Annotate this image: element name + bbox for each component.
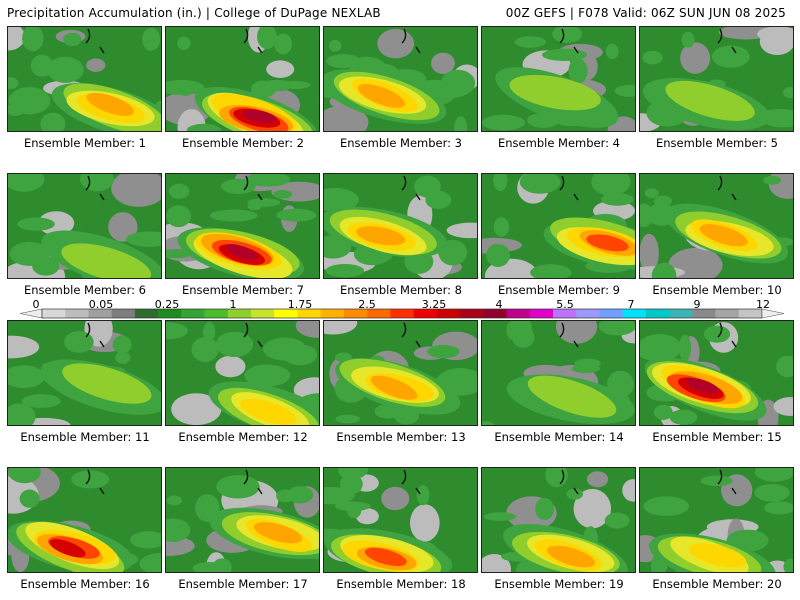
colorbar-tick-label: 9 (693, 298, 701, 311)
member-label: Ensemble Member: 12 (178, 430, 308, 444)
member-label: Ensemble Member: 7 (182, 283, 304, 297)
colorbar-segment (88, 309, 112, 318)
colorbar-tick-label: 4 (495, 298, 503, 311)
member-label: Ensemble Member: 15 (652, 430, 782, 444)
map-panel-4 (481, 26, 636, 132)
colorbar-segment (181, 309, 205, 318)
member-label: Ensemble Member: 20 (652, 577, 782, 591)
colorbar-segment (669, 309, 693, 318)
colorbar-segment (274, 309, 298, 318)
colorbar-segment (483, 309, 507, 318)
colorbar-segment (529, 309, 554, 318)
colorbar-segment (715, 309, 740, 318)
colorbar-segment (460, 309, 484, 318)
colorbar-segment (42, 309, 66, 318)
colorbar-segment (158, 309, 182, 318)
run-valid-time: 00Z GEFS | F078 Valid: 06Z SUN JUN 08 20… (505, 6, 786, 20)
member-label: Ensemble Member: 11 (20, 430, 150, 444)
member-label: Ensemble Member: 5 (656, 136, 778, 150)
colorbar-segment (599, 309, 623, 318)
colorbar-segment (297, 309, 322, 318)
colorbar-segment (506, 309, 531, 318)
colorbar-segment (622, 309, 647, 318)
colorbar-segment (204, 309, 229, 318)
colorbar-segment (436, 309, 461, 318)
colorbar-tick-label: 1.75 (287, 298, 313, 311)
member-label: Ensemble Member: 3 (340, 136, 462, 150)
colorbar-segment (552, 309, 577, 318)
colorbar-segment (343, 309, 368, 318)
colorbar-segment (367, 309, 391, 318)
map-panel-16 (7, 467, 162, 573)
member-label: Ensemble Member: 16 (20, 577, 150, 591)
map-panel-17 (165, 467, 320, 573)
map-panel-15 (639, 320, 794, 426)
colorbar-segment (65, 309, 89, 318)
map-panel-20 (639, 467, 794, 573)
map-panel-9 (481, 173, 636, 279)
map-panel-11 (7, 320, 162, 426)
colorbar-segment (227, 309, 252, 318)
colorbar-segment (413, 309, 438, 318)
colorbar-right-arrow (761, 308, 785, 319)
colorbar-tick-label: 0.25 (154, 298, 180, 311)
map-panel-8 (323, 173, 478, 279)
map-panel-10 (639, 173, 794, 279)
colorbar-tick-label: 5.5 (556, 298, 574, 311)
map-panel-13 (323, 320, 478, 426)
member-label: Ensemble Member: 6 (24, 283, 146, 297)
map-panel-19 (481, 467, 636, 573)
map-panel-7 (165, 173, 320, 279)
colorbar-tick-label: 0 (32, 298, 40, 311)
chart-title: Precipitation Accumulation (in.) | Colle… (7, 6, 381, 20)
colorbar-segment (320, 309, 345, 318)
map-panel-14 (481, 320, 636, 426)
colorbar-segment (738, 309, 763, 318)
map-panel-5 (639, 26, 794, 132)
member-label: Ensemble Member: 19 (494, 577, 624, 591)
member-label: Ensemble Member: 13 (336, 430, 466, 444)
member-label: Ensemble Member: 8 (340, 283, 462, 297)
colorbar-segment (251, 309, 275, 318)
map-panel-12 (165, 320, 320, 426)
colorbar-tick-label: 1 (229, 298, 237, 311)
map-panel-18 (323, 467, 478, 573)
member-label: Ensemble Member: 4 (498, 136, 620, 150)
member-label: Ensemble Member: 10 (652, 283, 782, 297)
map-panel-1 (7, 26, 162, 132)
colorbar-tick-label: 0.05 (88, 298, 114, 311)
colorbar-segment (134, 309, 159, 318)
colorbar-tick-label: 7 (627, 298, 635, 311)
colorbar-segment (111, 309, 136, 318)
member-label: Ensemble Member: 14 (494, 430, 624, 444)
colorbar-segment (576, 309, 600, 318)
colorbar-tick-label: 12 (756, 298, 770, 311)
member-label: Ensemble Member: 17 (178, 577, 308, 591)
member-label: Ensemble Member: 18 (336, 577, 466, 591)
colorbar-segment (645, 309, 670, 318)
member-label: Ensemble Member: 2 (182, 136, 304, 150)
map-panel-6 (7, 173, 162, 279)
member-label: Ensemble Member: 1 (24, 136, 146, 150)
colorbar-tick-label: 3.25 (421, 298, 447, 311)
colorbar (20, 308, 785, 319)
colorbar-segment (390, 309, 414, 318)
colorbar-tick-label: 2.5 (358, 298, 376, 311)
member-label: Ensemble Member: 9 (498, 283, 620, 297)
map-panel-2 (165, 26, 320, 132)
map-panel-3 (323, 26, 478, 132)
colorbar-segment (692, 309, 716, 318)
